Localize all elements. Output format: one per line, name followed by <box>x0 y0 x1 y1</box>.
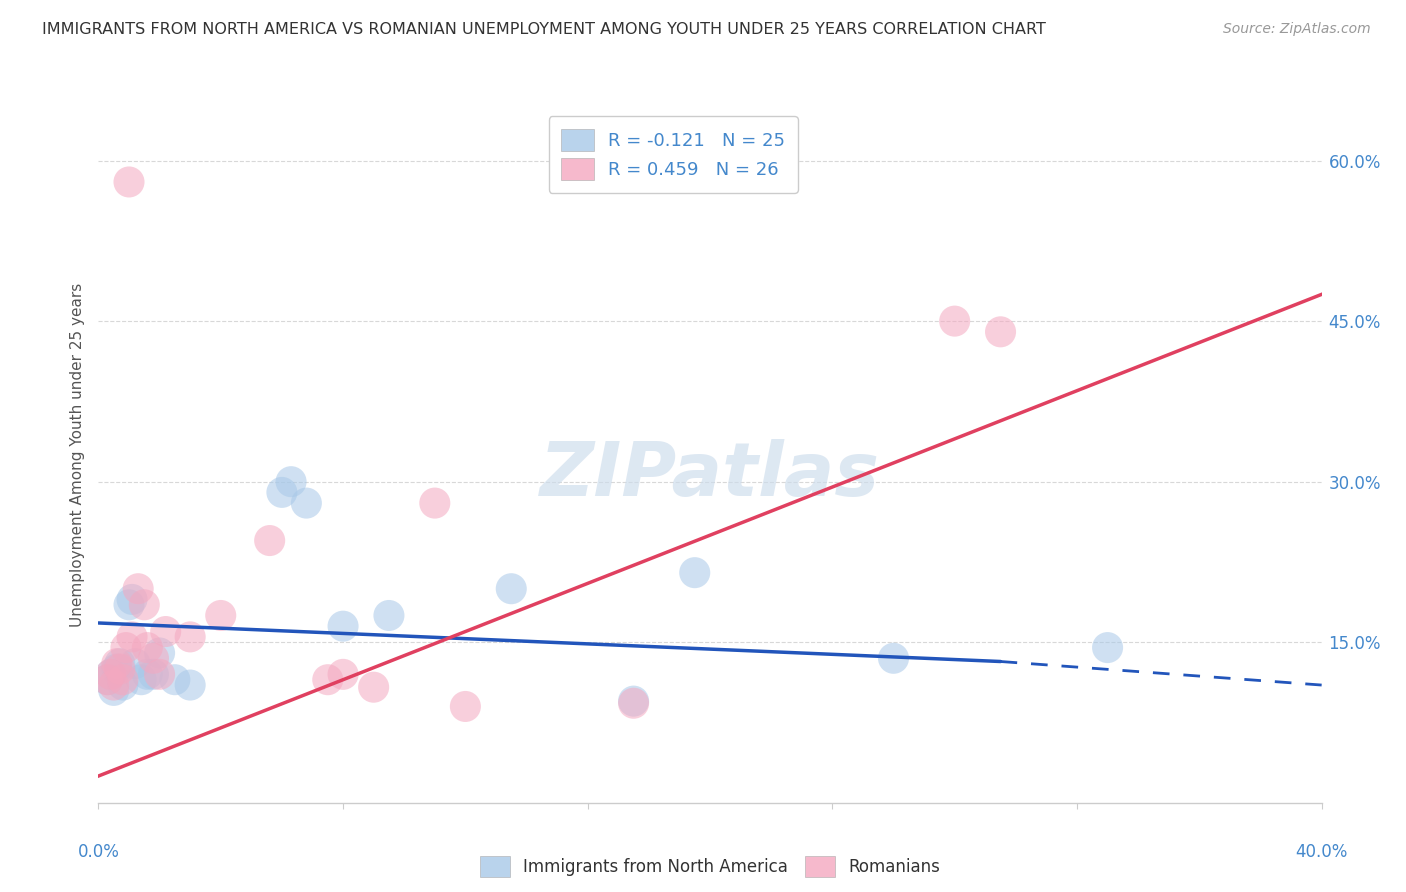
Point <box>134 598 156 612</box>
Legend: Immigrants from North America, Romanians: Immigrants from North America, Romanians <box>471 848 949 885</box>
Point <box>623 694 645 708</box>
Point <box>105 657 128 671</box>
Point <box>115 640 138 655</box>
Point <box>454 699 477 714</box>
Point <box>97 673 120 687</box>
Point <box>127 582 149 596</box>
Point <box>155 624 177 639</box>
Point <box>103 678 125 692</box>
Point <box>259 533 281 548</box>
Point <box>378 608 401 623</box>
Point <box>100 667 122 681</box>
Y-axis label: Unemployment Among Youth under 25 years: Unemployment Among Youth under 25 years <box>69 283 84 627</box>
Point <box>142 651 165 665</box>
Text: 40.0%: 40.0% <box>1295 843 1348 861</box>
Point <box>100 667 122 681</box>
Point <box>1097 640 1119 655</box>
Point <box>209 608 232 623</box>
Point <box>108 657 131 671</box>
Text: Source: ZipAtlas.com: Source: ZipAtlas.com <box>1223 22 1371 37</box>
Point <box>179 678 201 692</box>
Point <box>118 175 141 189</box>
Point <box>883 651 905 665</box>
Point <box>332 619 354 633</box>
Point <box>97 673 120 687</box>
Point <box>332 667 354 681</box>
Point <box>149 646 172 660</box>
Point <box>149 667 172 681</box>
Point <box>623 696 645 710</box>
Point <box>295 496 318 510</box>
Point <box>111 678 134 692</box>
Point <box>423 496 446 510</box>
Point <box>136 667 159 681</box>
Point <box>111 673 134 687</box>
Point <box>124 657 146 671</box>
Point <box>121 630 143 644</box>
Point <box>501 582 523 596</box>
Point <box>103 683 125 698</box>
Point <box>142 667 165 681</box>
Point <box>108 662 131 676</box>
Point <box>316 673 339 687</box>
Point <box>121 592 143 607</box>
Point <box>683 566 706 580</box>
Point <box>129 673 152 687</box>
Text: IMMIGRANTS FROM NORTH AMERICA VS ROMANIAN UNEMPLOYMENT AMONG YOUTH UNDER 25 YEAR: IMMIGRANTS FROM NORTH AMERICA VS ROMANIA… <box>42 22 1046 37</box>
Point <box>163 673 186 687</box>
Point <box>280 475 302 489</box>
Point <box>105 662 128 676</box>
Point <box>136 640 159 655</box>
Point <box>118 598 141 612</box>
Point <box>179 630 201 644</box>
Text: ZIPatlas: ZIPatlas <box>540 439 880 512</box>
Text: 0.0%: 0.0% <box>77 843 120 861</box>
Point <box>990 325 1012 339</box>
Point <box>363 680 385 694</box>
Point <box>943 314 966 328</box>
Point <box>270 485 292 500</box>
